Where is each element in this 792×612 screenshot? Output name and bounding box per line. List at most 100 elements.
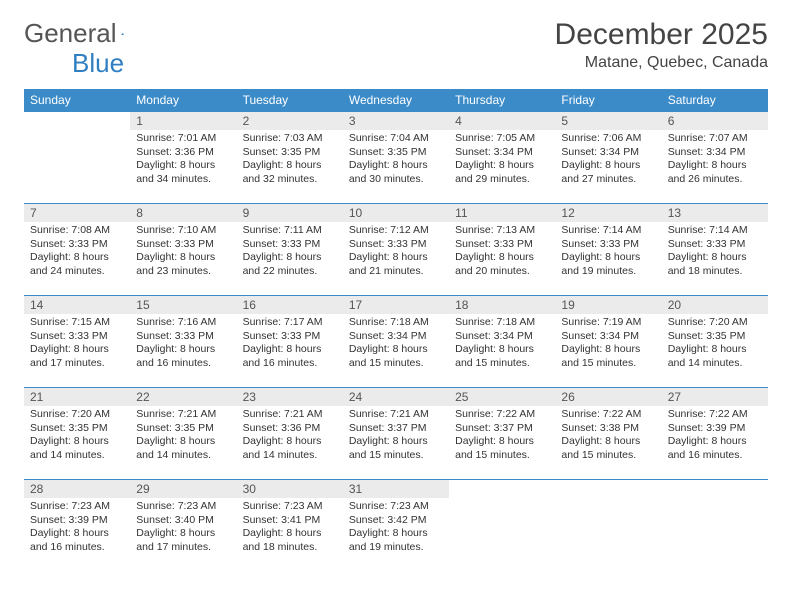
day-number: 26: [555, 388, 661, 406]
day-header: Saturday: [662, 89, 768, 112]
calendar-cell: 3Sunrise: 7:04 AMSunset: 3:35 PMDaylight…: [343, 112, 449, 204]
day-header: Friday: [555, 89, 661, 112]
day-content: Sunrise: 7:11 AMSunset: 3:33 PMDaylight:…: [237, 222, 343, 283]
day-header: Thursday: [449, 89, 555, 112]
day-content: Sunrise: 7:10 AMSunset: 3:33 PMDaylight:…: [130, 222, 236, 283]
calendar-cell: 8Sunrise: 7:10 AMSunset: 3:33 PMDaylight…: [130, 204, 236, 296]
calendar-cell: 29Sunrise: 7:23 AMSunset: 3:40 PMDayligh…: [130, 480, 236, 572]
calendar-week: 14Sunrise: 7:15 AMSunset: 3:33 PMDayligh…: [24, 296, 768, 388]
day-content: Sunrise: 7:08 AMSunset: 3:33 PMDaylight:…: [24, 222, 130, 283]
calendar-table: SundayMondayTuesdayWednesdayThursdayFrid…: [24, 89, 768, 572]
day-header-row: SundayMondayTuesdayWednesdayThursdayFrid…: [24, 89, 768, 112]
calendar-week: 28Sunrise: 7:23 AMSunset: 3:39 PMDayligh…: [24, 480, 768, 572]
logo-text-blue: Blue: [72, 48, 124, 79]
day-number: 23: [237, 388, 343, 406]
day-header: Wednesday: [343, 89, 449, 112]
calendar-cell: 9Sunrise: 7:11 AMSunset: 3:33 PMDaylight…: [237, 204, 343, 296]
title-block: December 2025 Matane, Quebec, Canada: [555, 18, 768, 72]
calendar-week: 1Sunrise: 7:01 AMSunset: 3:36 PMDaylight…: [24, 112, 768, 204]
calendar-cell: 28Sunrise: 7:23 AMSunset: 3:39 PMDayligh…: [24, 480, 130, 572]
day-content: Sunrise: 7:07 AMSunset: 3:34 PMDaylight:…: [662, 130, 768, 191]
calendar-cell: 30Sunrise: 7:23 AMSunset: 3:41 PMDayligh…: [237, 480, 343, 572]
day-content: Sunrise: 7:22 AMSunset: 3:38 PMDaylight:…: [555, 406, 661, 467]
day-number: 29: [130, 480, 236, 498]
day-content: Sunrise: 7:22 AMSunset: 3:37 PMDaylight:…: [449, 406, 555, 467]
day-number: 28: [24, 480, 130, 498]
day-content: Sunrise: 7:16 AMSunset: 3:33 PMDaylight:…: [130, 314, 236, 375]
day-number: 6: [662, 112, 768, 130]
calendar-cell: 21Sunrise: 7:20 AMSunset: 3:35 PMDayligh…: [24, 388, 130, 480]
calendar-cell: 22Sunrise: 7:21 AMSunset: 3:35 PMDayligh…: [130, 388, 236, 480]
day-number: 12: [555, 204, 661, 222]
calendar-cell: 2Sunrise: 7:03 AMSunset: 3:35 PMDaylight…: [237, 112, 343, 204]
calendar-cell: 7Sunrise: 7:08 AMSunset: 3:33 PMDaylight…: [24, 204, 130, 296]
calendar-cell: 23Sunrise: 7:21 AMSunset: 3:36 PMDayligh…: [237, 388, 343, 480]
logo-sail-icon: [121, 24, 124, 44]
day-number: 25: [449, 388, 555, 406]
day-number: 30: [237, 480, 343, 498]
day-content: Sunrise: 7:04 AMSunset: 3:35 PMDaylight:…: [343, 130, 449, 191]
day-header: Monday: [130, 89, 236, 112]
day-number: 1: [130, 112, 236, 130]
day-number: 8: [130, 204, 236, 222]
day-number: 16: [237, 296, 343, 314]
day-content: Sunrise: 7:23 AMSunset: 3:42 PMDaylight:…: [343, 498, 449, 559]
calendar-cell: 4Sunrise: 7:05 AMSunset: 3:34 PMDaylight…: [449, 112, 555, 204]
calendar-cell: [662, 480, 768, 572]
calendar-cell: 14Sunrise: 7:15 AMSunset: 3:33 PMDayligh…: [24, 296, 130, 388]
calendar-cell: 10Sunrise: 7:12 AMSunset: 3:33 PMDayligh…: [343, 204, 449, 296]
calendar-cell: 19Sunrise: 7:19 AMSunset: 3:34 PMDayligh…: [555, 296, 661, 388]
day-content: Sunrise: 7:06 AMSunset: 3:34 PMDaylight:…: [555, 130, 661, 191]
day-content: Sunrise: 7:22 AMSunset: 3:39 PMDaylight:…: [662, 406, 768, 467]
day-content: Sunrise: 7:14 AMSunset: 3:33 PMDaylight:…: [555, 222, 661, 283]
calendar-cell: 18Sunrise: 7:18 AMSunset: 3:34 PMDayligh…: [449, 296, 555, 388]
calendar-cell: 6Sunrise: 7:07 AMSunset: 3:34 PMDaylight…: [662, 112, 768, 204]
calendar-cell: 11Sunrise: 7:13 AMSunset: 3:33 PMDayligh…: [449, 204, 555, 296]
calendar-cell: 24Sunrise: 7:21 AMSunset: 3:37 PMDayligh…: [343, 388, 449, 480]
day-number: 18: [449, 296, 555, 314]
calendar-cell: [449, 480, 555, 572]
day-content: Sunrise: 7:23 AMSunset: 3:40 PMDaylight:…: [130, 498, 236, 559]
day-content: Sunrise: 7:05 AMSunset: 3:34 PMDaylight:…: [449, 130, 555, 191]
day-number: 24: [343, 388, 449, 406]
day-content: Sunrise: 7:21 AMSunset: 3:37 PMDaylight:…: [343, 406, 449, 467]
day-content: Sunrise: 7:18 AMSunset: 3:34 PMDaylight:…: [343, 314, 449, 375]
day-number: 5: [555, 112, 661, 130]
day-number: 9: [237, 204, 343, 222]
location: Matane, Quebec, Canada: [555, 54, 768, 72]
day-header: Tuesday: [237, 89, 343, 112]
day-number: 4: [449, 112, 555, 130]
calendar-cell: 25Sunrise: 7:22 AMSunset: 3:37 PMDayligh…: [449, 388, 555, 480]
calendar-cell: 16Sunrise: 7:17 AMSunset: 3:33 PMDayligh…: [237, 296, 343, 388]
calendar-cell: [24, 112, 130, 204]
day-content: Sunrise: 7:21 AMSunset: 3:35 PMDaylight:…: [130, 406, 236, 467]
calendar-week: 7Sunrise: 7:08 AMSunset: 3:33 PMDaylight…: [24, 204, 768, 296]
day-number: 11: [449, 204, 555, 222]
calendar-cell: 26Sunrise: 7:22 AMSunset: 3:38 PMDayligh…: [555, 388, 661, 480]
day-number: 21: [24, 388, 130, 406]
calendar-cell: 15Sunrise: 7:16 AMSunset: 3:33 PMDayligh…: [130, 296, 236, 388]
day-content: Sunrise: 7:15 AMSunset: 3:33 PMDaylight:…: [24, 314, 130, 375]
calendar-cell: 12Sunrise: 7:14 AMSunset: 3:33 PMDayligh…: [555, 204, 661, 296]
day-content: Sunrise: 7:23 AMSunset: 3:39 PMDaylight:…: [24, 498, 130, 559]
day-content: Sunrise: 7:21 AMSunset: 3:36 PMDaylight:…: [237, 406, 343, 467]
day-content: Sunrise: 7:01 AMSunset: 3:36 PMDaylight:…: [130, 130, 236, 191]
day-content: Sunrise: 7:19 AMSunset: 3:34 PMDaylight:…: [555, 314, 661, 375]
calendar-cell: 17Sunrise: 7:18 AMSunset: 3:34 PMDayligh…: [343, 296, 449, 388]
calendar-cell: 20Sunrise: 7:20 AMSunset: 3:35 PMDayligh…: [662, 296, 768, 388]
day-number: 31: [343, 480, 449, 498]
day-number: 7: [24, 204, 130, 222]
day-content: Sunrise: 7:18 AMSunset: 3:34 PMDaylight:…: [449, 314, 555, 375]
calendar-cell: 27Sunrise: 7:22 AMSunset: 3:39 PMDayligh…: [662, 388, 768, 480]
day-content: Sunrise: 7:20 AMSunset: 3:35 PMDaylight:…: [662, 314, 768, 375]
day-number: 13: [662, 204, 768, 222]
calendar-week: 21Sunrise: 7:20 AMSunset: 3:35 PMDayligh…: [24, 388, 768, 480]
day-number: 17: [343, 296, 449, 314]
day-content: Sunrise: 7:17 AMSunset: 3:33 PMDaylight:…: [237, 314, 343, 375]
day-content: Sunrise: 7:03 AMSunset: 3:35 PMDaylight:…: [237, 130, 343, 191]
logo: General: [24, 18, 145, 49]
month-title: December 2025: [555, 18, 768, 52]
day-number: 3: [343, 112, 449, 130]
day-number: 14: [24, 296, 130, 314]
day-number: 2: [237, 112, 343, 130]
